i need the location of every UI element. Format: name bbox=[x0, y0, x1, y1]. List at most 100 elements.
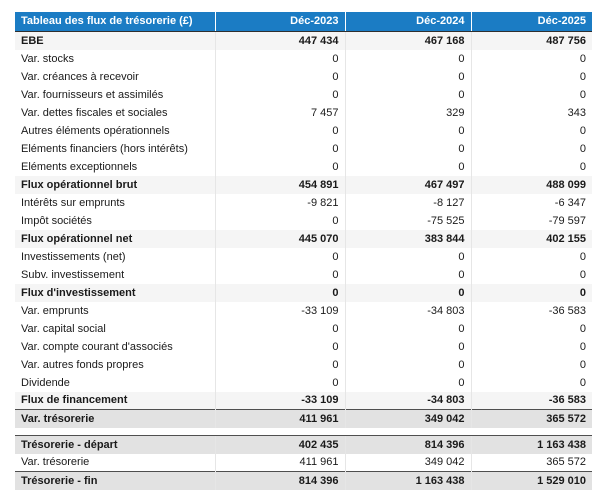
row-label: Var. trésorerie bbox=[15, 409, 215, 428]
column-header-dec-2025: Déc-2025 bbox=[470, 12, 592, 32]
table-row: Flux de financement -33 109 -34 803 -36 583 bbox=[15, 391, 592, 410]
row-value: 0 bbox=[214, 139, 345, 158]
row-label: Var. autres fonds propres bbox=[15, 355, 215, 374]
cashflow-table: Tableau des flux de trésorerie (£) Déc-2… bbox=[15, 12, 592, 490]
row-value: -34 803 bbox=[344, 301, 471, 320]
row-label: Dividende bbox=[15, 373, 215, 392]
row-value: 411 961 bbox=[214, 453, 345, 472]
table-row: Intérêts sur emprunts -9 821 -8 127 -6 347 bbox=[15, 193, 592, 212]
row-value: 0 bbox=[470, 139, 592, 158]
row-value: 0 bbox=[470, 319, 592, 338]
table-title: Tableau des flux de trésorerie (£) bbox=[15, 12, 215, 32]
table-row: Autres éléments opérationnels 0 0 0 bbox=[15, 121, 592, 140]
row-value: 1 163 438 bbox=[470, 435, 592, 454]
table-row: Eléments exceptionnels 0 0 0 bbox=[15, 157, 592, 176]
row-value: 383 844 bbox=[344, 229, 471, 248]
row-value: 1 529 010 bbox=[470, 471, 592, 490]
row-value: 0 bbox=[470, 247, 592, 266]
row-value: 488 099 bbox=[470, 175, 592, 194]
row-value: 0 bbox=[470, 85, 592, 104]
row-value: 329 bbox=[344, 103, 471, 122]
row-value: 0 bbox=[344, 337, 471, 356]
row-value: 1 163 438 bbox=[344, 471, 471, 490]
row-value: 0 bbox=[344, 85, 471, 104]
table-row: Var. stocks 0 0 0 bbox=[15, 49, 592, 68]
row-value: 0 bbox=[214, 247, 345, 266]
row-value: 0 bbox=[344, 49, 471, 68]
row-value: 0 bbox=[470, 265, 592, 284]
row-value: 0 bbox=[214, 67, 345, 86]
row-value: -75 525 bbox=[344, 211, 471, 230]
row-value: -36 583 bbox=[470, 391, 592, 410]
table-row: Var. trésorerie 411 961 349 042 365 572 bbox=[15, 453, 592, 472]
row-value: 487 756 bbox=[470, 31, 592, 50]
row-value: 0 bbox=[470, 373, 592, 392]
row-value: 0 bbox=[470, 337, 592, 356]
row-label: Eléments financiers (hors intérêts) bbox=[15, 139, 215, 158]
row-value: 0 bbox=[214, 157, 345, 176]
row-value: 0 bbox=[214, 337, 345, 356]
row-label: Var. dettes fiscales et sociales bbox=[15, 103, 215, 122]
table-row: Var. compte courant d'associés 0 0 0 bbox=[15, 337, 592, 356]
row-value: 467 497 bbox=[344, 175, 471, 194]
row-label: Trésorerie - fin bbox=[15, 471, 215, 490]
row-value: -36 583 bbox=[470, 301, 592, 320]
row-value: 402 435 bbox=[214, 435, 345, 454]
row-value: 0 bbox=[214, 265, 345, 284]
table-row: Var. fournisseurs et assimilés 0 0 0 bbox=[15, 85, 592, 104]
table-row: Var. dettes fiscales et sociales 7 457 329… bbox=[15, 103, 592, 122]
row-value: 349 042 bbox=[344, 453, 471, 472]
row-value: 0 bbox=[214, 211, 345, 230]
row-value: 0 bbox=[344, 247, 471, 266]
row-value: 0 bbox=[344, 355, 471, 374]
row-label: Flux opérationnel brut bbox=[15, 175, 215, 194]
row-value: 365 572 bbox=[470, 453, 592, 472]
row-value: 0 bbox=[214, 121, 345, 140]
row-label: Var. stocks bbox=[15, 49, 215, 68]
table-row: Var. emprunts -33 109 -34 803 -36 583 bbox=[15, 301, 592, 320]
table-row: Eléments financiers (hors intérêts) 0 0 0 bbox=[15, 139, 592, 158]
row-value: 7 457 bbox=[214, 103, 345, 122]
row-value: 0 bbox=[344, 121, 471, 140]
table-row: Trésorerie - départ 402 435 814 396 1 163 4… bbox=[15, 435, 592, 454]
row-label: Var. compte courant d'associés bbox=[15, 337, 215, 356]
row-value: -33 109 bbox=[214, 301, 345, 320]
table-header-row: Tableau des flux de trésorerie (£) Déc-2… bbox=[15, 12, 592, 32]
row-label: Eléments exceptionnels bbox=[15, 157, 215, 176]
row-value: 0 bbox=[470, 283, 592, 302]
row-value: -34 803 bbox=[344, 391, 471, 410]
row-label: Flux d'investissement bbox=[15, 283, 215, 302]
column-header-dec-2024: Déc-2024 bbox=[344, 12, 471, 32]
row-label: Var. créances à recevoir bbox=[15, 67, 215, 86]
row-label: Trésorerie - départ bbox=[15, 435, 215, 454]
row-value: 0 bbox=[214, 283, 345, 302]
row-value: 0 bbox=[214, 49, 345, 68]
row-label: Investissements (net) bbox=[15, 247, 215, 266]
row-value: 402 155 bbox=[470, 229, 592, 248]
row-value: 0 bbox=[214, 355, 345, 374]
row-value: 0 bbox=[470, 121, 592, 140]
row-value: 0 bbox=[214, 319, 345, 338]
row-value: -9 821 bbox=[214, 193, 345, 212]
row-value: 349 042 bbox=[344, 409, 471, 428]
row-value: 0 bbox=[470, 49, 592, 68]
table-row: Var. trésorerie 411 961 349 042 365 572 bbox=[15, 409, 592, 428]
row-value: 365 572 bbox=[470, 409, 592, 428]
table-row: Var. autres fonds propres 0 0 0 bbox=[15, 355, 592, 374]
row-value: 0 bbox=[470, 355, 592, 374]
row-label: Var. fournisseurs et assimilés bbox=[15, 85, 215, 104]
table-row: Dividende 0 0 0 bbox=[15, 373, 592, 392]
row-value: 0 bbox=[214, 373, 345, 392]
row-label: Flux opérationnel net bbox=[15, 229, 215, 248]
column-header-dec-2023: Déc-2023 bbox=[214, 12, 345, 32]
table-row: Flux d'investissement 0 0 0 bbox=[15, 283, 592, 302]
row-value: -79 597 bbox=[470, 211, 592, 230]
table-row: EBE 447 434 467 168 487 756 bbox=[15, 31, 592, 50]
section-spacer bbox=[15, 427, 592, 436]
table-row: Var. créances à recevoir 0 0 0 bbox=[15, 67, 592, 86]
row-value: 411 961 bbox=[214, 409, 345, 428]
row-label: Var. trésorerie bbox=[15, 453, 215, 472]
row-label: Autres éléments opérationnels bbox=[15, 121, 215, 140]
row-label: Intérêts sur emprunts bbox=[15, 193, 215, 212]
